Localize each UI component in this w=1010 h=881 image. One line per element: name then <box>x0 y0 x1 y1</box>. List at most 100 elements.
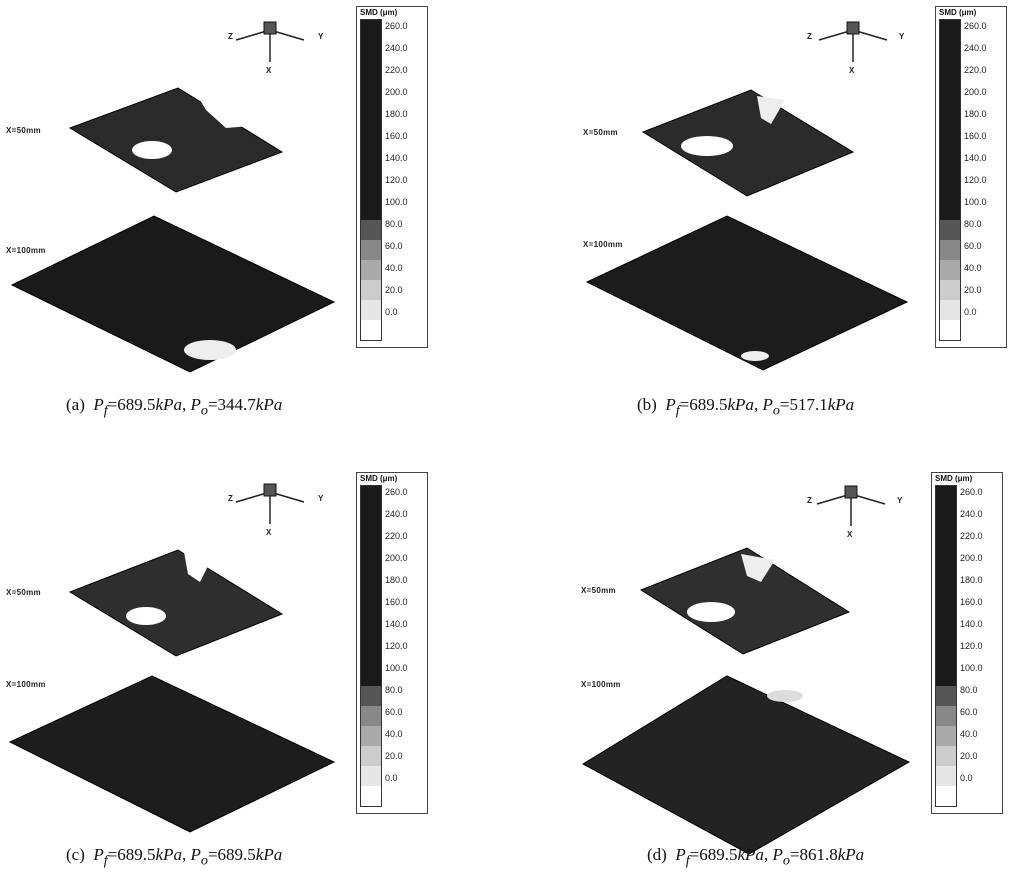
axis-triad-icon <box>235 21 305 62</box>
caption: (c) Pf=689.5kPa, Po=689.5kPa <box>66 845 283 869</box>
axis-y-label: Y <box>318 32 324 41</box>
colorbar-tick: 40.0 <box>385 729 403 739</box>
panel-b: Z Y X X=50mm X=100mm SMD (μm) 260.0 240.… <box>575 0 1010 440</box>
plane-x100-label: X=100mm <box>581 680 621 689</box>
colorbar-tick: 60.0 <box>960 707 978 717</box>
colorbar-tick: 180.0 <box>960 575 983 585</box>
colorbar-tick: 140.0 <box>385 153 408 163</box>
colorbar-tick: 80.0 <box>385 685 403 695</box>
colorbar-tick: 0.0 <box>385 307 398 317</box>
colorbar-tick: 80.0 <box>960 685 978 695</box>
colorbar-tick: 180.0 <box>385 575 408 585</box>
plane-x100 <box>8 675 336 833</box>
colorbar-tick: 80.0 <box>964 219 982 229</box>
smd-planes <box>585 89 909 371</box>
colorbar-tick: 20.0 <box>385 285 403 295</box>
colorbar: SMD (μm) 260.0 240.0 220.0 200.0 180.0 1… <box>356 472 428 814</box>
axis-triad-icon <box>818 21 888 62</box>
axis-x-label: X <box>849 66 855 75</box>
plane-x100-label: X=100mm <box>583 240 623 249</box>
smd-planes <box>8 549 336 833</box>
colorbar-tick: 20.0 <box>385 751 403 761</box>
colorbar-tick: 120.0 <box>960 641 983 651</box>
colorbar-tick: 100.0 <box>964 197 987 207</box>
axis-triad-icon <box>816 485 886 526</box>
colorbar-tick: 160.0 <box>960 597 983 607</box>
colorbar-tick: 260.0 <box>964 21 987 31</box>
colorbar-tick: 60.0 <box>385 707 403 717</box>
colorbar-tick: 220.0 <box>960 531 983 541</box>
colorbar-strip <box>360 19 382 341</box>
colorbar-tick: 140.0 <box>964 153 987 163</box>
axis-z-label: Z <box>807 32 813 41</box>
colorbar-strip <box>360 485 382 807</box>
colorbar-tick: 240.0 <box>385 43 408 53</box>
panel-d: Z Y X X=50mm X=100mm SMD (μm) 260.0 240.… <box>575 440 1010 880</box>
colorbar-tick: 160.0 <box>964 131 987 141</box>
colorbar: SMD (μm) 260.0 240.0 220.0 200.0 180.0 1… <box>931 472 1003 814</box>
colorbar-tick: 160.0 <box>385 131 408 141</box>
colorbar-tick: 200.0 <box>964 87 987 97</box>
colorbar-tick: 120.0 <box>964 175 987 185</box>
colorbar-strip <box>939 19 961 341</box>
panel-c: Z Y X X=50mm X=100mm SMD (μm) 260.0 240.… <box>0 440 505 880</box>
plane-x50 <box>68 87 284 193</box>
axis-z-label: Z <box>228 32 234 41</box>
colorbar-tick: 20.0 <box>960 751 978 761</box>
panel-a: Z Y X X=50mm X=100mm SMD (μm) 260.0 240.… <box>0 0 505 440</box>
axis-z-label: Z <box>807 496 813 505</box>
smd-planes <box>10 87 336 373</box>
colorbar-tick: 80.0 <box>385 219 403 229</box>
colorbar-tick: 180.0 <box>964 109 987 119</box>
colorbar-title: SMD (μm) <box>360 8 398 17</box>
plane-x100 <box>10 215 336 373</box>
caption: (b) Pf=689.5kPa, Po=517.1kPa <box>637 395 855 419</box>
colorbar-tick: 200.0 <box>385 87 408 97</box>
colorbar-tick: 0.0 <box>385 773 398 783</box>
colorbar-tick: 200.0 <box>960 553 983 563</box>
plane-x50 <box>68 549 284 657</box>
colorbar-tick: 0.0 <box>960 773 973 783</box>
colorbar-tick: 160.0 <box>385 597 408 607</box>
colorbar-tick: 140.0 <box>385 619 408 629</box>
colorbar-tick: 200.0 <box>385 553 408 563</box>
colorbar-tick: 60.0 <box>964 241 982 251</box>
plane-x50-label: X=50mm <box>583 128 618 137</box>
axis-x-label: X <box>847 530 853 539</box>
axis-x-label: X <box>266 528 272 537</box>
colorbar-tick: 240.0 <box>960 509 983 519</box>
colorbar-tick: 40.0 <box>385 263 403 273</box>
colorbar-tick: 220.0 <box>964 65 987 75</box>
colorbar-tick: 240.0 <box>964 43 987 53</box>
colorbar: SMD (μm) 260.0 240.0 220.0 200.0 180.0 1… <box>935 6 1007 348</box>
colorbar-title: SMD (μm) <box>939 8 977 17</box>
axis-z-label: Z <box>228 494 234 503</box>
colorbar-tick: 240.0 <box>385 509 408 519</box>
plane-x50 <box>641 89 855 197</box>
colorbar-title: SMD (μm) <box>935 474 973 483</box>
axis-y-label: Y <box>899 32 905 41</box>
colorbar-tick: 220.0 <box>385 531 408 541</box>
plane-x100 <box>581 675 911 855</box>
colorbar-tick: 100.0 <box>960 663 983 673</box>
smd-planes <box>581 547 911 855</box>
caption: (d) Pf=689.5kPa, Po=861.8kPa <box>647 845 865 869</box>
colorbar-tick: 20.0 <box>964 285 982 295</box>
colorbar-tick: 40.0 <box>960 729 978 739</box>
plane-x50-label: X=50mm <box>6 588 41 597</box>
colorbar-tick: 260.0 <box>385 487 408 497</box>
plane-x50 <box>639 547 851 655</box>
axis-triad-icon <box>235 483 305 524</box>
plane-x100 <box>585 215 909 371</box>
colorbar-tick: 60.0 <box>385 241 403 251</box>
colorbar-tick: 260.0 <box>960 487 983 497</box>
colorbar-tick: 120.0 <box>385 175 408 185</box>
colorbar-tick: 100.0 <box>385 663 408 673</box>
colorbar-tick: 40.0 <box>964 263 982 273</box>
colorbar-tick: 0.0 <box>964 307 977 317</box>
colorbar-title: SMD (μm) <box>360 474 398 483</box>
colorbar-tick: 220.0 <box>385 65 408 75</box>
plane-x100-label: X=100mm <box>6 246 46 255</box>
colorbar-tick: 140.0 <box>960 619 983 629</box>
colorbar-strip <box>935 485 957 807</box>
